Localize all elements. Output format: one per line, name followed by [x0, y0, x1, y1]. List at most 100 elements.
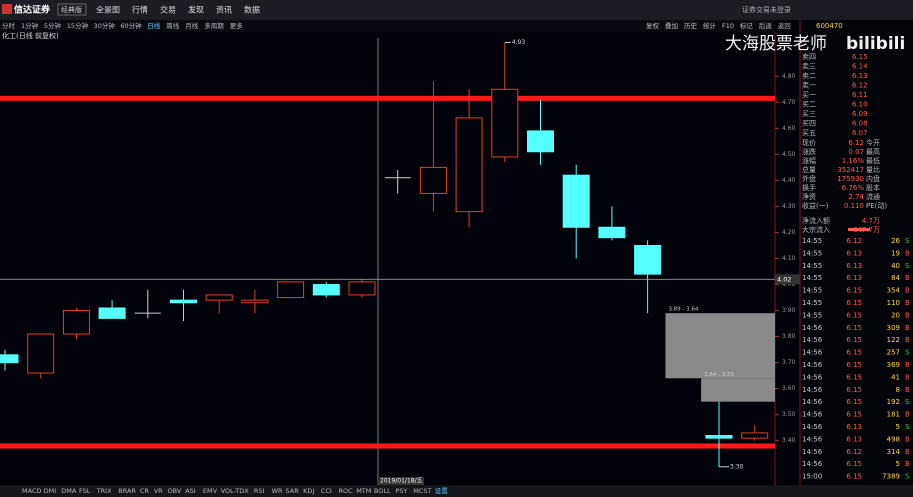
stat-label: 流通 — [866, 192, 880, 201]
period-tab[interactable]: 更多 — [230, 21, 244, 30]
indicator-tab[interactable]: BRAR — [118, 487, 136, 495]
indicator-tab[interactable]: FSL — [79, 487, 91, 495]
stat-label: 最低 — [866, 156, 880, 165]
tool-button[interactable]: 标记 — [740, 21, 754, 30]
indicator-tab[interactable]: OBV — [168, 487, 182, 495]
stat-label: 量比 — [866, 165, 880, 174]
indicator-tab[interactable]: CCI — [321, 487, 332, 495]
stat-label: 总量 — [802, 165, 816, 174]
indicator-tab[interactable]: MCST — [413, 487, 431, 495]
trade-side: S — [905, 423, 910, 431]
indicator-tab[interactable]: BOLL — [374, 487, 391, 495]
trade-side: B — [905, 311, 910, 319]
indicator-tab[interactable]: ROC — [339, 487, 354, 495]
menu-item[interactable]: 数据 — [244, 5, 260, 15]
indicator-tab[interactable]: EMV — [203, 487, 218, 495]
stat-label: 现价 — [802, 139, 816, 147]
trade-price: 6.12 — [846, 448, 862, 456]
period-tab[interactable]: 30分钟 — [94, 21, 116, 30]
edition-box[interactable] — [57, 3, 87, 16]
trade-price: 6.15 — [846, 349, 862, 357]
trade-price: 6.15 — [846, 411, 862, 419]
menu-item[interactable]: 交易 — [160, 5, 176, 15]
indicator-tab[interactable]: 设置 — [435, 486, 449, 495]
y-tick-label: 3.40 — [782, 437, 796, 444]
indicator-tab[interactable]: MTM — [356, 487, 371, 495]
stat-value: 0.07 — [848, 148, 864, 156]
trade-volume: 192 — [887, 398, 900, 406]
indicator-tab[interactable]: TRIX — [96, 487, 112, 495]
indicator-tab[interactable]: SAR — [285, 487, 299, 495]
indicator-tab[interactable]: VR — [154, 487, 163, 495]
trade-volume: 257 — [887, 349, 900, 357]
y-tick-label: 4.10 — [782, 255, 796, 262]
trade-volume: 369 — [887, 361, 900, 369]
stat-label: 净资 — [802, 192, 816, 201]
y-tick-label: 3.90 — [782, 307, 796, 314]
tool-button[interactable]: 后退 — [759, 21, 773, 30]
period-tab[interactable]: 15分钟 — [67, 21, 89, 30]
indicator-tab[interactable]: RSI — [254, 487, 265, 495]
trade-side: B — [905, 324, 910, 332]
indicator-tab[interactable]: WR — [272, 487, 283, 495]
indicator-tab[interactable]: DMI — [44, 487, 57, 495]
y-tick-label: 3.60 — [782, 385, 796, 392]
tool-button[interactable]: 返回 — [778, 22, 791, 30]
watermark: 大海股票老师 — [725, 34, 827, 54]
indicator-tab[interactable]: MACD — [22, 487, 41, 495]
tool-button[interactable]: 叠加 — [665, 21, 678, 30]
trade-volume: 5 — [896, 423, 900, 431]
trade-side: B — [905, 336, 910, 344]
trade-time: 14:56 — [802, 411, 823, 419]
stat-label: 外盘 — [802, 174, 816, 183]
book-side: 卖四 — [802, 53, 816, 61]
tool-button[interactable]: 统计 — [703, 21, 717, 30]
indicator-tab[interactable]: PSY — [396, 487, 408, 495]
login-status[interactable]: 证券交易未登录 — [742, 5, 791, 14]
period-tab[interactable]: 60分钟 — [120, 21, 142, 30]
edition[interactable]: 经典版 — [61, 5, 82, 14]
period-tab[interactable]: 多周期 — [204, 21, 224, 30]
y-tick-label: 4.20 — [782, 229, 796, 236]
tool-button[interactable]: 历史 — [684, 21, 698, 30]
trade-price: 6.13 — [846, 262, 862, 270]
indicator-tab[interactable]: ASI — [185, 487, 196, 495]
indicator-tab[interactable]: DMA — [61, 487, 77, 495]
stat-value: 6.76% — [842, 184, 865, 192]
tool-button[interactable]: 复权 — [646, 21, 660, 30]
period-tab[interactable]: 周线 — [166, 21, 180, 30]
book-price: 6.12 — [852, 82, 868, 90]
indicator-tab[interactable]: KDJ — [303, 487, 314, 495]
trade-time: 14:56 — [802, 336, 823, 344]
trade-time: 14:56 — [802, 435, 823, 443]
stock-code: 600470 — [816, 22, 843, 30]
trade-volume: 84 — [891, 274, 900, 282]
period-tab[interactable]: 5分钟 — [44, 21, 62, 30]
book-side: 卖三 — [802, 63, 816, 71]
indicator-tab[interactable]: VOL-TDX — [221, 487, 250, 495]
trade-time: 14:55 — [802, 287, 822, 295]
trade-volume: 5 — [896, 460, 900, 468]
stat-label: 内盘 — [866, 174, 880, 183]
trade-volume: 309 — [887, 324, 900, 332]
trade-time: 14:55 — [802, 299, 822, 307]
period-tab[interactable]: 分时 — [2, 21, 16, 30]
tool-button[interactable]: F10 — [722, 22, 734, 30]
stat-label: 换手 — [802, 183, 816, 192]
indicator-tab[interactable]: CR — [140, 487, 150, 495]
trade-price: 6.15 — [846, 311, 862, 319]
period-tab[interactable]: 月线 — [185, 21, 199, 30]
period-tab[interactable]: 日线 — [147, 21, 161, 30]
trade-side: B — [905, 435, 910, 443]
trade-time: 14:55 — [802, 249, 822, 257]
period-tab[interactable]: 1分钟 — [21, 21, 39, 30]
candle-body — [598, 226, 626, 239]
trade-time: 14:56 — [802, 386, 823, 394]
trade-side: B — [905, 448, 910, 456]
menu-item[interactable]: 资讯 — [216, 5, 232, 15]
trade-price: 6.15 — [846, 460, 862, 468]
menu-item[interactable]: 发现 — [188, 5, 204, 15]
book-price: 6.15 — [852, 53, 868, 61]
menu-item[interactable]: 行情 — [132, 5, 148, 15]
menu-item[interactable]: 全景图 — [96, 5, 120, 15]
